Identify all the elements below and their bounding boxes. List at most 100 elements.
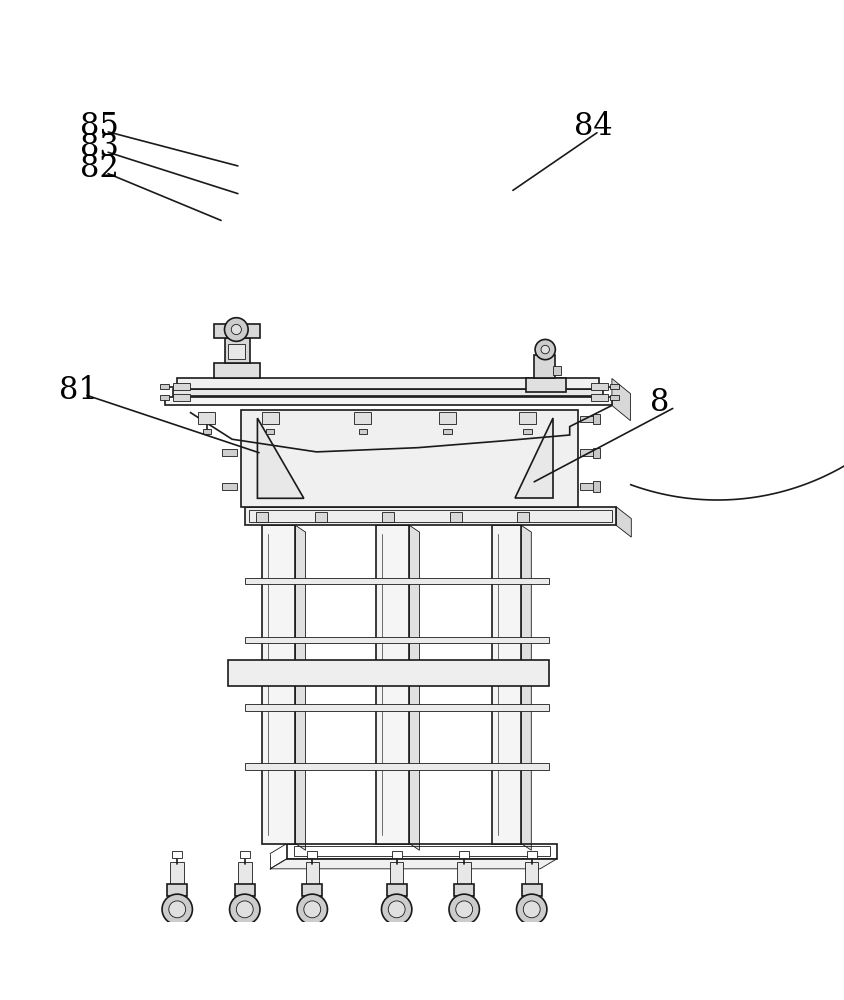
Bar — [307, 851, 317, 858]
Bar — [214, 363, 260, 378]
Bar — [173, 394, 190, 401]
Bar — [170, 862, 184, 886]
Bar — [228, 660, 549, 686]
Text: 83: 83 — [80, 132, 119, 163]
Bar — [249, 510, 612, 522]
Bar — [245, 704, 549, 711]
Bar — [439, 412, 456, 424]
Bar — [306, 862, 319, 886]
Bar — [238, 862, 252, 886]
Bar — [302, 884, 322, 896]
Bar — [392, 851, 402, 858]
Polygon shape — [257, 418, 304, 498]
Polygon shape — [521, 525, 532, 850]
Bar — [354, 412, 371, 424]
Circle shape — [517, 894, 547, 925]
Bar — [222, 449, 237, 456]
Bar — [228, 344, 245, 359]
Bar — [591, 394, 608, 401]
Bar — [593, 414, 600, 424]
Bar — [172, 851, 182, 858]
Bar — [443, 429, 452, 434]
Bar — [610, 384, 619, 389]
Bar — [222, 483, 237, 490]
Circle shape — [535, 339, 555, 360]
Bar — [167, 884, 187, 896]
Text: 84: 84 — [574, 111, 613, 142]
Bar — [459, 851, 469, 858]
Bar — [580, 483, 595, 490]
Bar — [450, 512, 462, 522]
Bar — [245, 507, 616, 525]
Polygon shape — [515, 418, 553, 498]
Bar — [245, 637, 549, 643]
Bar — [491, 525, 522, 844]
Bar — [525, 862, 538, 886]
Bar — [160, 395, 169, 400]
Bar — [241, 410, 578, 507]
Bar — [382, 512, 394, 522]
Bar — [203, 429, 211, 434]
Text: 81: 81 — [59, 375, 98, 406]
Bar — [454, 884, 474, 896]
Circle shape — [449, 894, 479, 925]
Bar — [553, 366, 561, 375]
Circle shape — [297, 894, 327, 925]
Circle shape — [225, 318, 248, 341]
Circle shape — [230, 894, 260, 925]
Bar — [160, 384, 169, 389]
Bar — [359, 429, 367, 434]
Text: 85: 85 — [80, 111, 119, 142]
Bar — [173, 383, 190, 390]
Bar — [580, 449, 595, 456]
Bar — [593, 448, 600, 458]
Bar — [522, 884, 542, 896]
Bar — [262, 525, 295, 844]
Bar — [593, 481, 600, 492]
Bar — [457, 862, 471, 886]
Bar — [240, 851, 250, 858]
Bar — [245, 578, 549, 584]
Polygon shape — [612, 378, 630, 421]
Bar — [214, 324, 260, 338]
Circle shape — [162, 894, 192, 925]
Bar — [173, 389, 603, 396]
Bar — [390, 862, 403, 886]
Bar — [517, 512, 529, 522]
Bar — [198, 412, 215, 424]
Bar — [287, 844, 557, 859]
Bar — [245, 763, 549, 770]
Bar — [235, 884, 255, 896]
Circle shape — [236, 901, 253, 918]
Circle shape — [541, 345, 549, 354]
Bar — [610, 395, 619, 400]
Bar — [523, 429, 532, 434]
Polygon shape — [616, 507, 631, 537]
Circle shape — [523, 901, 540, 918]
Bar — [376, 525, 409, 844]
Polygon shape — [295, 525, 306, 850]
Bar — [256, 512, 268, 522]
Bar — [527, 851, 537, 858]
Bar — [294, 846, 550, 856]
Bar — [315, 512, 327, 522]
Bar — [526, 378, 566, 392]
Text: 82: 82 — [80, 153, 119, 184]
Bar — [266, 429, 274, 434]
Circle shape — [304, 901, 321, 918]
Circle shape — [231, 324, 241, 335]
Bar — [387, 884, 407, 896]
Bar — [165, 397, 612, 405]
Polygon shape — [270, 859, 557, 869]
Circle shape — [388, 901, 405, 918]
Bar — [177, 378, 599, 389]
Circle shape — [456, 901, 473, 918]
Bar — [591, 383, 608, 390]
Bar — [262, 412, 279, 424]
Circle shape — [169, 901, 186, 918]
Bar — [225, 338, 250, 363]
Circle shape — [381, 894, 412, 925]
Bar — [580, 416, 595, 422]
Text: 8: 8 — [650, 387, 669, 418]
Bar — [519, 412, 536, 424]
